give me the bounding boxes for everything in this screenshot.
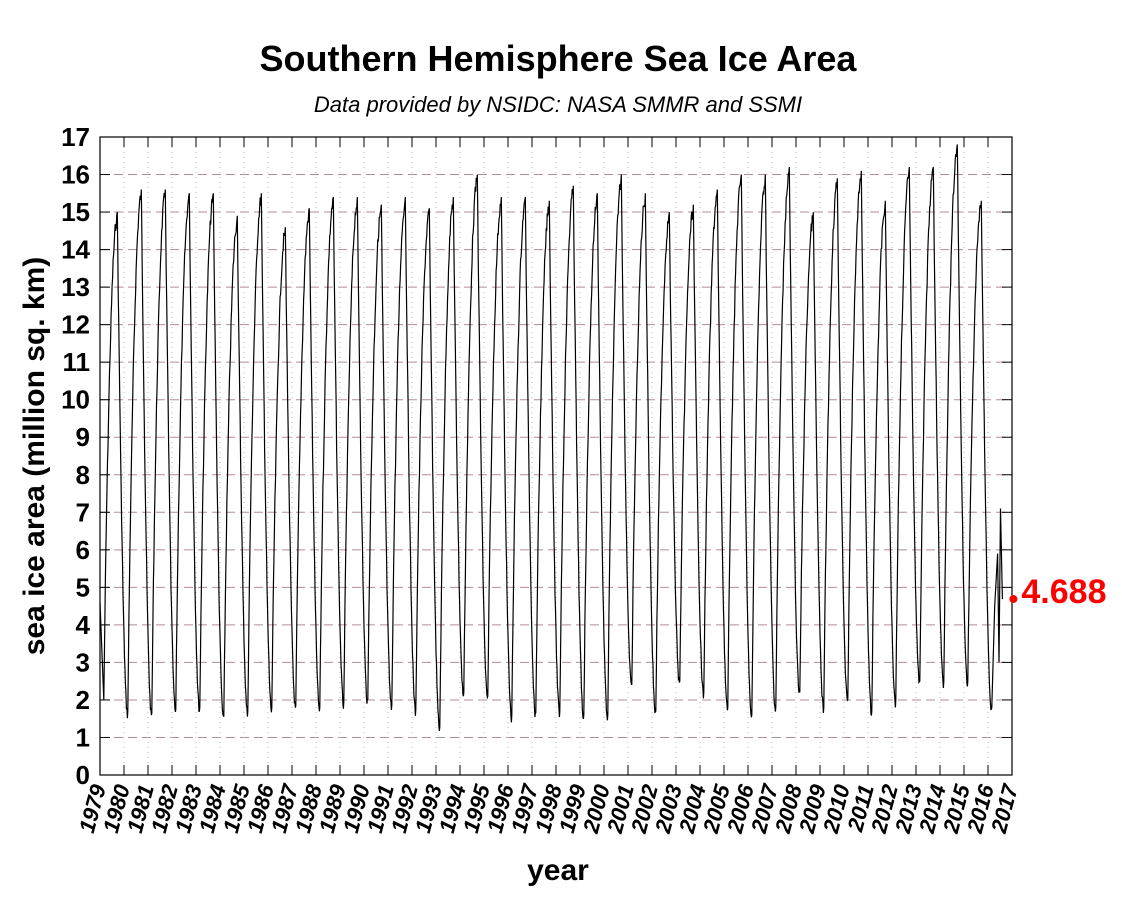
y-tick-label: 1 xyxy=(76,722,90,752)
chart-subtitle: Data provided by NSIDC: NASA SMMR and SS… xyxy=(313,92,803,117)
y-tick-label: 4 xyxy=(76,610,91,640)
y-tick-label: 11 xyxy=(63,347,91,377)
y-tick-label: 5 xyxy=(76,572,90,602)
x-axis-label: year xyxy=(527,854,589,887)
y-tick-label: 16 xyxy=(61,160,90,190)
y-tick-label: 2 xyxy=(76,685,90,715)
y-axis-label: sea ice area (million sq. km) xyxy=(18,257,51,656)
y-tick-label: 6 xyxy=(76,535,90,565)
sea-ice-area-line xyxy=(99,144,1003,731)
x-tick-labels: 1979198019811982198319841985198619871988… xyxy=(74,780,1023,836)
latest-value-label: 4.688 xyxy=(1021,573,1106,611)
y-tick-label: 14 xyxy=(61,235,90,265)
y-tick-label: 10 xyxy=(61,385,90,415)
y-tick-label: 9 xyxy=(76,422,90,452)
axis-ticks xyxy=(99,136,1013,776)
chart-title: Southern Hemisphere Sea Ice Area xyxy=(259,38,857,79)
y-tick-label: 13 xyxy=(61,272,90,302)
y-tick-label: 0 xyxy=(76,760,90,790)
y-tick-label: 12 xyxy=(61,310,90,340)
y-tick-label: 8 xyxy=(76,460,90,490)
latest-value-marker xyxy=(1009,595,1018,604)
y-tick-label: 7 xyxy=(76,497,90,527)
y-tick-label: 15 xyxy=(61,197,90,227)
y-tick-label: 3 xyxy=(76,647,90,677)
y-tick-label: 17 xyxy=(61,122,90,152)
chart-grid xyxy=(100,137,1012,775)
